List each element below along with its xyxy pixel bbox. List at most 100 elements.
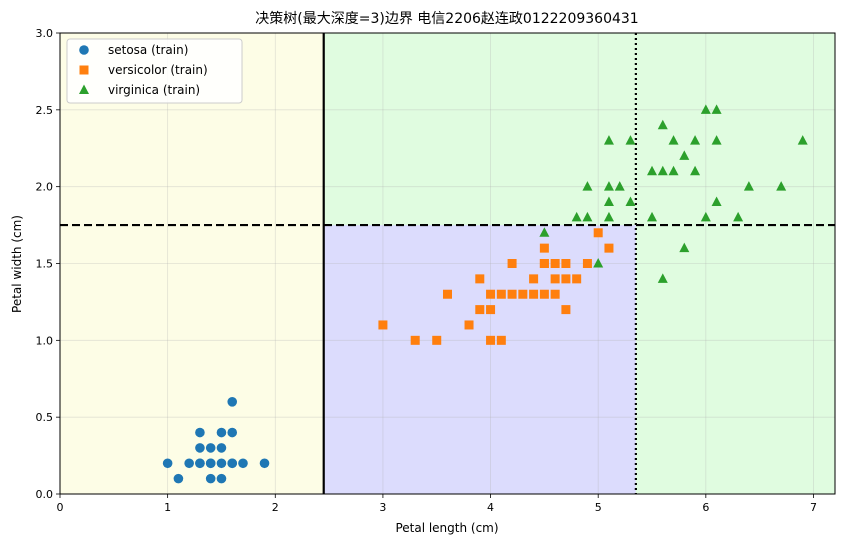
data-point: [647, 211, 658, 222]
chart-title: 决策树(最大深度=3)边界 电信2206赵连政0122209360431: [255, 10, 638, 27]
data-point: [216, 443, 227, 453]
data-point: [195, 427, 205, 438]
data-point: [603, 211, 614, 222]
data-point: [647, 165, 658, 176]
data-point: [679, 150, 690, 160]
data-point: [657, 273, 668, 283]
data-point: [227, 427, 238, 438]
x-tick-label: 4: [487, 501, 494, 514]
data-point: [700, 104, 711, 114]
data-point: [797, 135, 808, 145]
data-point: [711, 104, 722, 114]
x-tick-label: 3: [379, 501, 386, 514]
data-point: [205, 473, 216, 484]
data-point: [582, 259, 592, 268]
region-virginica: [635, 33, 835, 494]
data-point: [743, 181, 754, 191]
data-point: [550, 289, 560, 299]
data-point: [507, 289, 517, 299]
data-point: [561, 305, 571, 315]
data-point: [625, 135, 636, 145]
x-tick-label: 0: [57, 501, 64, 514]
y-tick-label: 1.0: [36, 334, 54, 347]
data-point: [690, 135, 701, 145]
region-virginica: [323, 33, 636, 226]
y-tick-label: 2.5: [36, 104, 54, 117]
legend-label: setosa (train): [108, 43, 188, 57]
data-point: [571, 211, 582, 222]
legend-marker: [79, 65, 89, 75]
region-setosa: [60, 33, 324, 494]
data-point: [378, 320, 388, 330]
data-point: [464, 320, 474, 330]
data-point: [259, 458, 270, 469]
data-point: [162, 458, 173, 469]
series-0: [162, 397, 270, 484]
series-2: [539, 104, 808, 283]
y-tick-label: 2.0: [36, 181, 54, 194]
data-point: [690, 165, 701, 176]
y-tick-label: 0.0: [36, 488, 54, 501]
x-tick-label: 5: [595, 501, 602, 514]
data-points: [162, 104, 808, 484]
y-tick-label: 1.5: [36, 258, 54, 271]
data-point: [475, 274, 485, 284]
data-point: [205, 443, 216, 453]
data-point: [518, 289, 528, 299]
data-point: [216, 473, 227, 484]
data-point: [561, 259, 571, 268]
data-point: [238, 458, 248, 469]
y-tick-label: 3.0: [36, 27, 54, 40]
data-point: [679, 242, 690, 253]
data-point: [216, 458, 227, 469]
data-point: [486, 335, 496, 345]
data-point: [572, 274, 582, 284]
data-point: [496, 289, 506, 299]
data-point: [195, 458, 205, 469]
data-point: [603, 135, 614, 145]
data-point: [603, 181, 614, 191]
data-point: [668, 135, 679, 145]
data-point: [486, 289, 496, 299]
data-point: [539, 227, 550, 237]
data-point: [410, 335, 420, 345]
data-point: [550, 274, 560, 284]
data-point: [227, 458, 238, 469]
y-axis-label: Petal width (cm): [10, 215, 24, 313]
data-point: [711, 135, 722, 145]
data-point: [582, 181, 593, 191]
data-point: [205, 458, 216, 469]
legend: setosa (train) versicolor (train) virginic…: [66, 38, 243, 104]
data-point: [561, 274, 571, 284]
data-point: [593, 228, 603, 238]
data-point: [486, 305, 496, 315]
data-point: [776, 181, 787, 191]
data-point: [432, 335, 442, 345]
data-point: [668, 165, 679, 176]
data-point: [529, 289, 539, 299]
data-point: [496, 335, 506, 345]
legend-marker: [79, 84, 89, 94]
x-tick-label: 1: [164, 501, 171, 514]
legend-label: virginica (train): [108, 83, 200, 97]
split-lines: [60, 33, 835, 494]
data-point: [582, 211, 593, 222]
data-point: [711, 196, 722, 207]
series-1: [378, 228, 614, 345]
data-point: [733, 211, 744, 222]
data-point: [657, 119, 668, 130]
data-point: [475, 305, 485, 315]
legend-box: [66, 38, 243, 104]
data-point: [173, 473, 184, 484]
data-point: [539, 243, 549, 253]
data-point: [216, 427, 227, 438]
data-point: [625, 196, 636, 207]
data-point: [604, 243, 614, 253]
data-point: [539, 289, 549, 299]
x-tick-label: 7: [810, 501, 817, 514]
data-point: [195, 443, 205, 453]
y-tick-label: 0.5: [36, 411, 54, 424]
data-point: [507, 259, 517, 268]
x-tick-label: 2: [272, 501, 279, 514]
